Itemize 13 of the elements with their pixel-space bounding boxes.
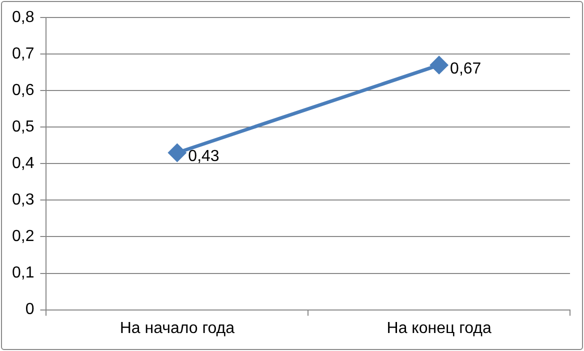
y-tick-label: 0,4 [12, 155, 34, 172]
y-tick-label: 0,3 [12, 192, 34, 209]
y-tick-label: 0,2 [12, 228, 34, 246]
data-label: 0,43 [188, 148, 220, 166]
y-tick-label: 0,7 [12, 46, 34, 63]
y-tick-label: 0,8 [12, 9, 34, 26]
y-tick-label: 0,5 [12, 118, 34, 136]
y-tick-label: 0,1 [12, 264, 34, 282]
y-tick-label: 0,6 [12, 82, 34, 100]
data-label: 0,67 [450, 60, 482, 78]
x-tick-label: На конец года [386, 320, 492, 337]
y-tick-label: 0 [25, 301, 34, 318]
x-tick-label: На начало года [120, 320, 235, 337]
